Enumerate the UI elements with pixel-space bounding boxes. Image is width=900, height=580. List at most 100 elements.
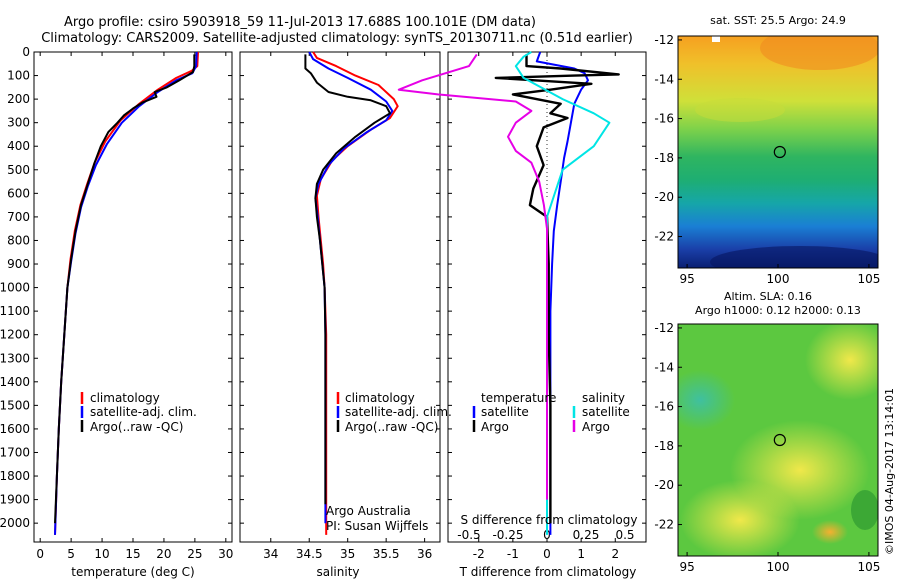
temperature-profiles [54,51,199,535]
x-tick-label: 35 [340,547,355,561]
lat-tick-label: -22 [654,518,674,532]
profile-line-argo-raw-qc- [304,54,391,505]
sst-map-title: sat. SST: 25.5 Argo: 24.9 [710,14,846,27]
x-tick-label: 0 [36,547,44,561]
depth-tick-label: 1900 [0,493,30,507]
lon-tick-label: 95 [679,272,694,286]
s-diff-tick-label: 0.25 [573,528,600,542]
salinity-axes-frame [239,51,441,543]
depth-ticks: 0 100 200 300 400 500 600 700 800 900 1000 1100 1200… [0,45,646,530]
t-diff-label: T difference from climatology [459,565,637,579]
profile-line-argo-raw-qc- [54,54,196,524]
x-tick-label: 1 [577,547,585,561]
annotation-argo-australia: Argo Australia [326,504,411,518]
x-tick-label: 25 [187,547,202,561]
sla-map-title: Altim. SLA: 0.16 [724,290,812,303]
x-tick-label: -1 [507,547,519,561]
depth-tick-label: 2000 [0,516,30,530]
lat-tick-label: -22 [654,230,674,244]
legend-heading-temperature: temperature [481,391,556,405]
legend-label-temp-argo: Argo [481,420,509,434]
lon-tick-label: 105 [857,272,880,286]
lon-tick-label: 105 [857,560,880,574]
figure-title-line2: Climatology: CARS2009. Satellite-adjuste… [41,31,633,46]
annotation-pi: PI: Susan Wijffels [326,519,428,533]
lat-tick-label: -16 [654,400,674,414]
salinity-panel: 34 34.5 35 35.5 36 salinity climatology sate… [239,51,452,579]
argo-position-marker [773,433,786,447]
lat-tick-label: -20 [654,190,674,204]
legend-label-climatology: climatology [90,391,160,405]
sst-missing-patch [712,36,720,42]
x-tick-label: 34.5 [296,547,323,561]
lon-tick-label: 100 [767,272,790,286]
legend-label-temp-satellite: satellite [481,405,529,419]
profile-line-salinity-argo [397,53,548,500]
depth-tick-label: 800 [7,233,30,247]
sla-map-panel: Altim. SLA: 0.16 Argo h1000: 0.12 h2000:… [654,290,880,574]
s-diff-tick-label: -0.25 [492,528,523,542]
figure-title-line1: Argo profile: csiro 5903918_59 11-Jul-20… [64,15,536,30]
lat-tick-label: -18 [654,151,674,165]
legend-label-sal-argo: Argo [582,420,610,434]
lat-tick-label: -14 [654,360,674,374]
x-tick-label: -2 [473,547,485,561]
x-tick-label: 35.5 [373,547,400,561]
depth-tick-label: 700 [7,210,30,224]
difference-legend: temperature satellite Argo salinity sate… [472,391,630,434]
sst-map-panel: sat. SST: 25.5 Argo: 24.9 95 100 105 -12 -14… [654,14,880,286]
depth-tick-label: 200 [7,92,30,106]
legend-label-satellite: satellite-adj. clim. [345,405,452,419]
depth-tick-label: 1100 [0,304,30,318]
profile-line-temperature-argo [494,54,620,524]
copyright-label: ©IMOS 04-Aug-2017 13:14:01 [883,388,896,555]
lat-tick-label: -18 [654,439,674,453]
sla-blob-5 [812,520,848,544]
depth-tick-label: 1800 [0,469,30,483]
difference-x-ticks: -2 -1 0 1 2 -0.5 -0.25 0 0.25 0.5 [457,52,635,561]
depth-tick-label: 900 [7,257,30,271]
depth-tick-label: 100 [7,69,30,83]
salinity-profiles [304,51,399,535]
profile-line-satellite-adj-clim- [308,51,394,524]
legend-label-sal-satellite: satellite [582,405,630,419]
x-tick-label: 36 [417,547,432,561]
sla-blob-6 [851,490,878,530]
lat-tick-label: -14 [654,72,674,86]
depth-tick-label: 600 [7,186,30,200]
sla-field [678,324,878,556]
legend-heading-salinity: salinity [582,391,625,405]
sst-cool-patch [695,98,785,122]
temperature-legend: climatology satellite-adj. clim. Argo(..… [80,391,197,434]
x-tick-label: 5 [67,547,75,561]
salinity-xlabel: salinity [316,565,359,579]
legend-label-argo: Argo(..raw -QC) [345,420,438,434]
s-diff-label: S difference from climatology [461,513,638,527]
x-tick-label: 20 [156,547,171,561]
depth-tick-label: 1700 [0,445,30,459]
difference-panel: -2 -1 0 1 2 -0.5 -0.25 0 0.25 0.5 S difference fr… [397,51,647,579]
depth-tick-label: 1300 [0,351,30,365]
lat-tick-label: -16 [654,112,674,126]
sst-map-ticks: 95 100 105 -12 -14 -16 -18 -20 -22 [654,33,880,286]
profile-line-salinity-satellite [514,51,611,535]
lat-tick-label: -20 [654,478,674,492]
s-diff-tick-label: -0.5 [457,528,480,542]
depth-tick-label: 1600 [0,422,30,436]
profile-line-temperature-satellite [535,51,589,535]
s-diff-tick-label: 0 [543,528,551,542]
sla-map-ticks: 95 100 105 -12 -14 -16 -18 -20 -22 [654,321,880,574]
sla-map-subtitle: Argo h1000: 0.12 h2000: 0.13 [695,304,861,317]
legend-label-climatology: climatology [345,391,415,405]
argo-position-marker [773,145,786,159]
depth-tick-label: 1500 [0,398,30,412]
profile-line-satellite-adj-clim- [54,51,198,535]
legend-label-argo: Argo(..raw -QC) [90,420,183,434]
profile-line-climatology [54,51,199,535]
depth-tick-label: 1400 [0,375,30,389]
lat-tick-label: -12 [654,33,674,47]
depth-tick-label: 400 [7,139,30,153]
x-tick-label: 34 [263,547,278,561]
lon-tick-label: 95 [679,560,694,574]
temperature-axes-frame [33,51,233,543]
